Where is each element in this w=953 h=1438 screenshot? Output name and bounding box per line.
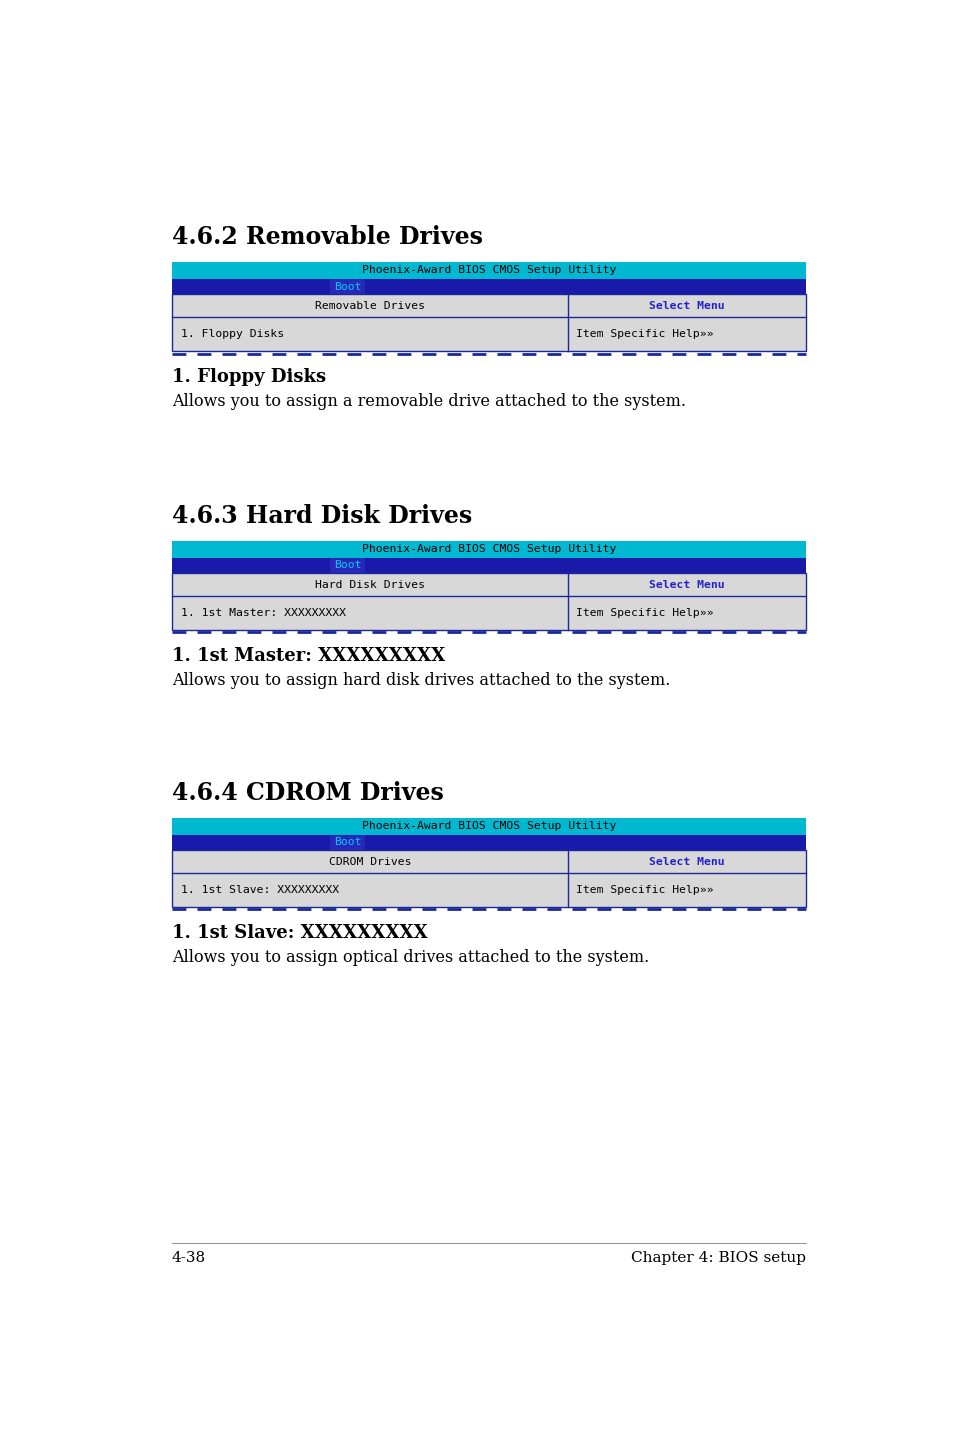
- Text: Allows you to assign a removable drive attached to the system.: Allows you to assign a removable drive a…: [172, 393, 685, 410]
- Text: Chapter 4: BIOS setup: Chapter 4: BIOS setup: [630, 1251, 805, 1264]
- Text: 4-38: 4-38: [172, 1251, 206, 1264]
- Text: Boot: Boot: [334, 282, 361, 292]
- Bar: [172, 262, 805, 279]
- Text: Allows you to assign optical drives attached to the system.: Allows you to assign optical drives atta…: [172, 949, 649, 966]
- Bar: [172, 541, 805, 558]
- Text: Hard Disk Drives: Hard Disk Drives: [314, 580, 425, 590]
- Text: Select Menu: Select Menu: [649, 580, 724, 590]
- Text: Item Specific Help»»: Item Specific Help»»: [576, 329, 713, 339]
- Text: 1. 1st Master: XXXXXXXXX: 1. 1st Master: XXXXXXXXX: [172, 647, 445, 664]
- Bar: [172, 835, 805, 850]
- Bar: [330, 835, 364, 850]
- Bar: [172, 558, 805, 572]
- Text: 4.6.2: 4.6.2: [172, 224, 237, 249]
- Text: 1. 1st Slave: XXXXXXXXX: 1. 1st Slave: XXXXXXXXX: [181, 886, 339, 896]
- Text: Phoenix-Award BIOS CMOS Setup Utility: Phoenix-Award BIOS CMOS Setup Utility: [361, 821, 616, 831]
- Text: Phoenix-Award BIOS CMOS Setup Utility: Phoenix-Award BIOS CMOS Setup Utility: [361, 266, 616, 275]
- Text: 1. 1st Master: XXXXXXXXX: 1. 1st Master: XXXXXXXXX: [181, 608, 346, 618]
- Text: CDROM Drives: CDROM Drives: [245, 781, 443, 805]
- Text: Hard Disk Drives: Hard Disk Drives: [245, 503, 472, 528]
- Bar: [172, 279, 805, 295]
- Text: Item Specific Help»»: Item Specific Help»»: [576, 886, 713, 896]
- Text: Boot: Boot: [334, 837, 361, 847]
- Bar: [172, 818, 805, 835]
- Text: Boot: Boot: [334, 561, 361, 571]
- Text: Phoenix-Award BIOS CMOS Setup Utility: Phoenix-Award BIOS CMOS Setup Utility: [361, 544, 616, 554]
- Text: CDROM Drives: CDROM Drives: [329, 857, 411, 867]
- Bar: [172, 572, 805, 630]
- Bar: [172, 295, 805, 351]
- Text: 4.6.4: 4.6.4: [172, 781, 237, 805]
- Text: 1. Floppy Disks: 1. Floppy Disks: [172, 368, 326, 387]
- Text: Select Menu: Select Menu: [649, 301, 724, 311]
- Text: 4.6.3: 4.6.3: [172, 503, 237, 528]
- Bar: [330, 279, 364, 295]
- Bar: [330, 558, 364, 572]
- Text: Removable Drives: Removable Drives: [245, 224, 482, 249]
- Text: 1. Floppy Disks: 1. Floppy Disks: [181, 329, 284, 339]
- Text: 1. 1st Slave: XXXXXXXXX: 1. 1st Slave: XXXXXXXXX: [172, 925, 427, 942]
- Text: Item Specific Help»»: Item Specific Help»»: [576, 608, 713, 618]
- Text: Removable Drives: Removable Drives: [314, 301, 425, 311]
- Text: Select Menu: Select Menu: [649, 857, 724, 867]
- Text: Allows you to assign hard disk drives attached to the system.: Allows you to assign hard disk drives at…: [172, 672, 670, 689]
- Bar: [172, 850, 805, 907]
